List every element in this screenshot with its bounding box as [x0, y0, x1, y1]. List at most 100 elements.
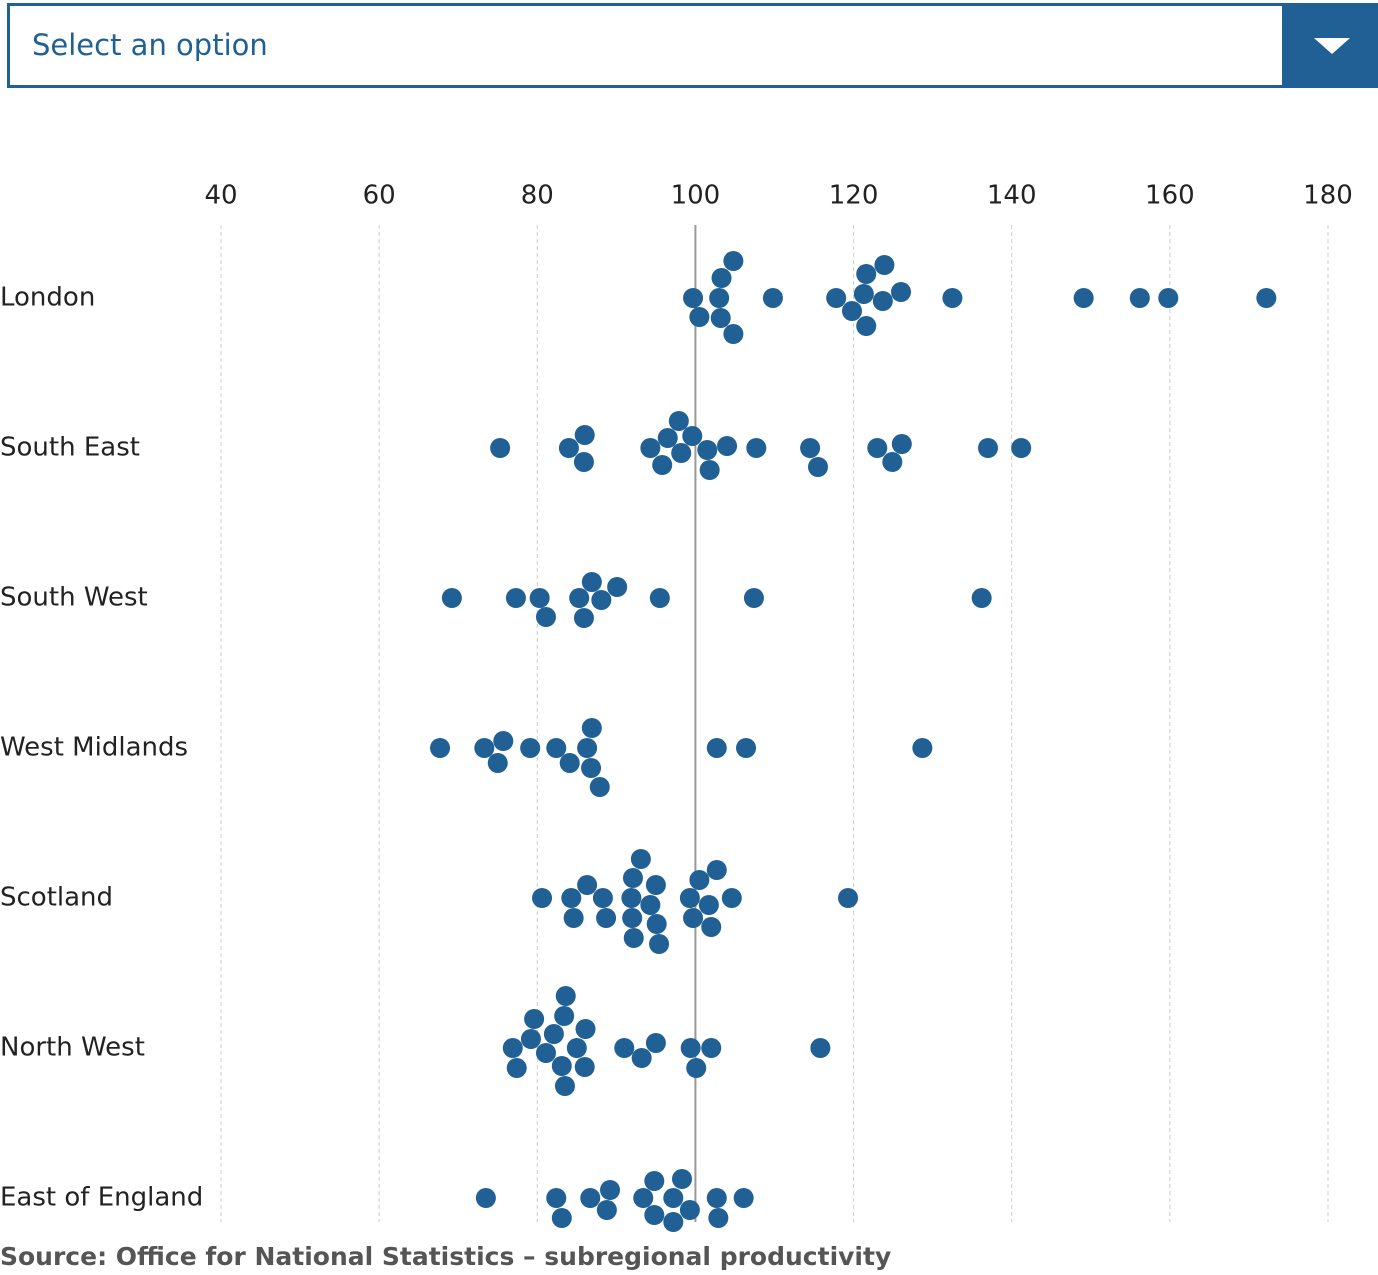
dot: [623, 928, 644, 948]
dot: [607, 577, 628, 597]
dot: [706, 738, 727, 758]
dot: [723, 324, 744, 344]
dot: [621, 888, 642, 908]
dot: [711, 268, 732, 288]
dot: [838, 888, 859, 908]
dot: [683, 908, 704, 928]
dot: [532, 888, 553, 908]
dot: [706, 860, 727, 880]
dot: [646, 914, 667, 934]
dot: [600, 1180, 621, 1200]
dot: [867, 438, 888, 458]
dot: [581, 758, 602, 778]
dot: [721, 888, 742, 908]
dot: [633, 1188, 654, 1208]
dot: [589, 777, 610, 797]
dot: [680, 1038, 701, 1058]
dot: [535, 607, 556, 627]
x-tick-label: 80: [521, 181, 554, 211]
dot: [1256, 288, 1277, 308]
dot: [581, 572, 602, 592]
dot: [487, 753, 508, 773]
dot: [807, 457, 828, 477]
dot: [614, 1038, 635, 1058]
dot: [679, 888, 700, 908]
dot: [1158, 288, 1179, 308]
dot: [746, 438, 767, 458]
dot: [841, 301, 862, 321]
dot: [573, 608, 594, 628]
dot: [622, 908, 643, 928]
dropdown-arrow: [1313, 37, 1350, 54]
dot: [1073, 288, 1094, 308]
row-label: North West: [0, 1033, 145, 1063]
dot: [708, 1208, 729, 1228]
dot: [596, 908, 617, 928]
dot: [644, 1171, 665, 1191]
dot: [520, 738, 541, 758]
dot: [856, 316, 877, 336]
dot: [1129, 288, 1150, 308]
dot: [683, 288, 704, 308]
dot: [891, 434, 912, 454]
dot: [710, 308, 731, 328]
dot: [490, 438, 511, 458]
dot: [671, 443, 692, 463]
dropdown-button[interactable]: [1285, 3, 1378, 88]
dot: [644, 1205, 665, 1225]
dot: [622, 868, 643, 888]
dot: [671, 1169, 692, 1189]
dot: [743, 588, 764, 608]
dot: [474, 738, 495, 758]
dot: [551, 1056, 572, 1076]
dot: [657, 428, 678, 448]
dot: [577, 738, 598, 758]
source: Source: Office for National Statistics –…: [0, 1242, 891, 1271]
dot: [546, 1188, 567, 1208]
dropdown[interactable]: Select an option: [7, 3, 1378, 88]
dot: [580, 1188, 601, 1208]
dot: [649, 934, 670, 954]
x-tick-label: 180: [1303, 181, 1353, 211]
dot: [706, 1188, 727, 1208]
dot: [652, 455, 673, 475]
x-tick-label: 120: [829, 181, 879, 211]
dropdown-placeholder[interactable]: Select an option: [7, 3, 1285, 88]
dot: [649, 588, 670, 608]
dot: [569, 588, 590, 608]
dot: [592, 888, 613, 908]
dot: [679, 1200, 700, 1220]
dot: [574, 1057, 595, 1077]
dot: [1011, 438, 1032, 458]
dot: [529, 588, 550, 608]
dot: [554, 1006, 575, 1026]
dot: [551, 1208, 572, 1228]
dot: [689, 870, 710, 890]
dot: [577, 875, 598, 895]
dot: [942, 288, 963, 308]
dot: [546, 738, 567, 758]
dot: [591, 590, 612, 610]
dot: [697, 440, 718, 460]
dot: [701, 917, 722, 937]
dot: [645, 875, 666, 895]
dot: [558, 438, 579, 458]
dot: [543, 1024, 564, 1044]
dot: [810, 1038, 831, 1058]
dot: [872, 291, 893, 311]
dot: [699, 460, 720, 480]
dot: [856, 264, 877, 284]
dot: [575, 1019, 596, 1039]
dot: [668, 411, 689, 431]
dot: [800, 438, 821, 458]
dot: [689, 307, 710, 327]
dot: [686, 1058, 707, 1078]
dot: [566, 1038, 587, 1058]
dot: [701, 1038, 722, 1058]
dot: [709, 288, 730, 308]
dot: [762, 288, 783, 308]
dot: [559, 753, 580, 773]
dot: [563, 908, 584, 928]
